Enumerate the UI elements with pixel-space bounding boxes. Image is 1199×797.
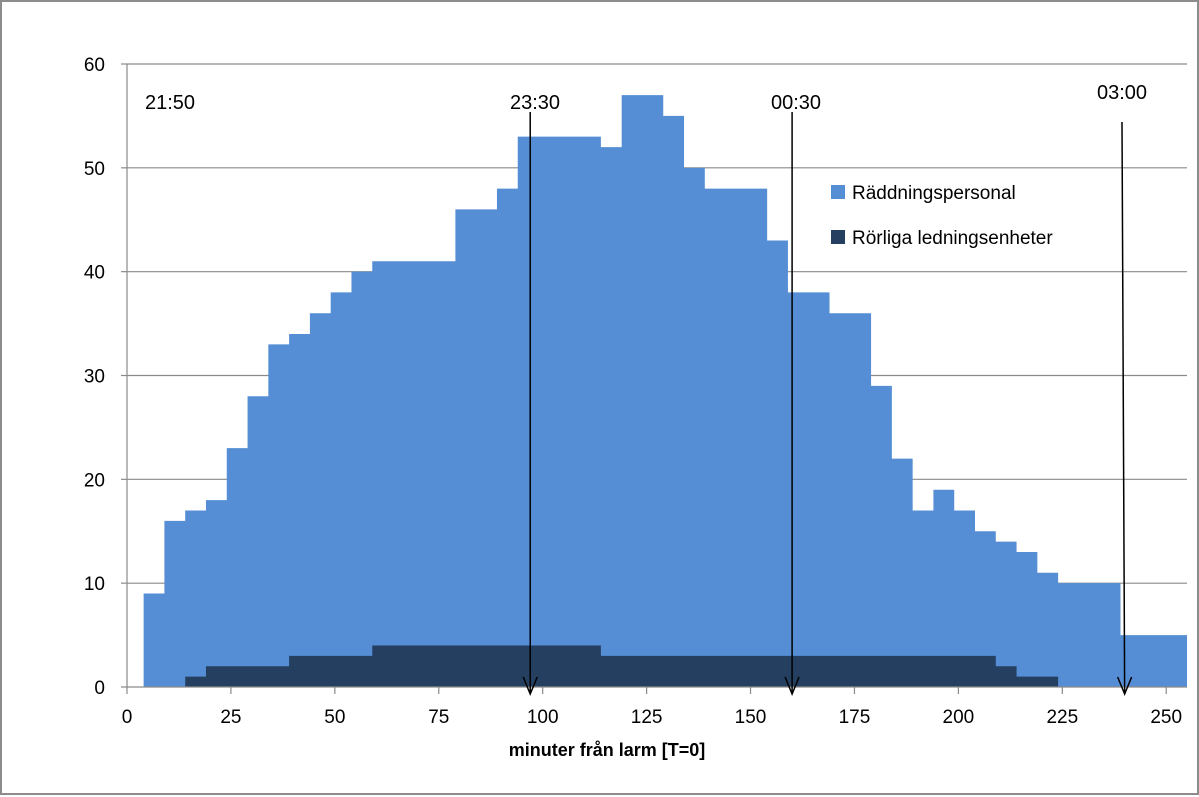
x-tick-label: 250	[1150, 707, 1182, 728]
legend-swatch-raddningspersonal	[831, 185, 845, 199]
legend-swatch-rorliga	[831, 230, 845, 244]
x-tick-label: 125	[631, 707, 663, 728]
annotations: 21:50 23:30 00:30 03:00	[145, 82, 1147, 696]
x-tick-label: 0	[122, 707, 133, 728]
x-tick-label: 25	[220, 707, 241, 728]
legend: Räddningspersonal Rörliga ledningsenhete…	[831, 183, 1053, 249]
y-tick-label: 0	[94, 678, 105, 699]
y-tick-label: 50	[84, 159, 105, 180]
annotation-label-2: 00:30	[771, 92, 821, 114]
y-tick-label: 60	[84, 55, 105, 76]
y-tick-label: 20	[84, 470, 105, 491]
axes: 0 10 20 30 40 50 60 0 25 50 75 100 125 150 175 200 225 25…	[84, 55, 1187, 728]
annotation-arrowhead-1	[522, 676, 538, 696]
x-tick-label: 175	[839, 707, 871, 728]
y-tick-label: 40	[84, 263, 105, 284]
x-tick-label: 100	[527, 707, 559, 728]
x-axis-label: minuter från larm [T=0]	[509, 740, 706, 760]
annotation-arrowhead-3	[1116, 676, 1133, 696]
annotation-arrow-3	[1121, 121, 1126, 694]
annotation-label-0: 21:50	[145, 92, 195, 114]
x-tick-label: 150	[735, 707, 767, 728]
y-tick-label: 10	[84, 574, 105, 595]
x-tick-label: 50	[324, 707, 345, 728]
x-tick-label: 200	[943, 707, 975, 728]
legend-label-rorliga: Rörliga ledningsenheter	[852, 228, 1053, 249]
annotation-arrowhead-2	[784, 676, 800, 696]
series-area-1	[185, 645, 1059, 687]
y-tick-label: 30	[84, 367, 105, 388]
annotation-label-1: 23:30	[510, 92, 560, 114]
series-area-0	[143, 95, 1188, 687]
legend-label-raddningspersonal: Räddningspersonal	[852, 183, 1016, 204]
annotation-label-3: 03:00	[1097, 82, 1147, 104]
series-layer	[143, 95, 1188, 687]
x-tick-label: 75	[428, 707, 449, 728]
x-tick-label: 225	[1046, 707, 1078, 728]
